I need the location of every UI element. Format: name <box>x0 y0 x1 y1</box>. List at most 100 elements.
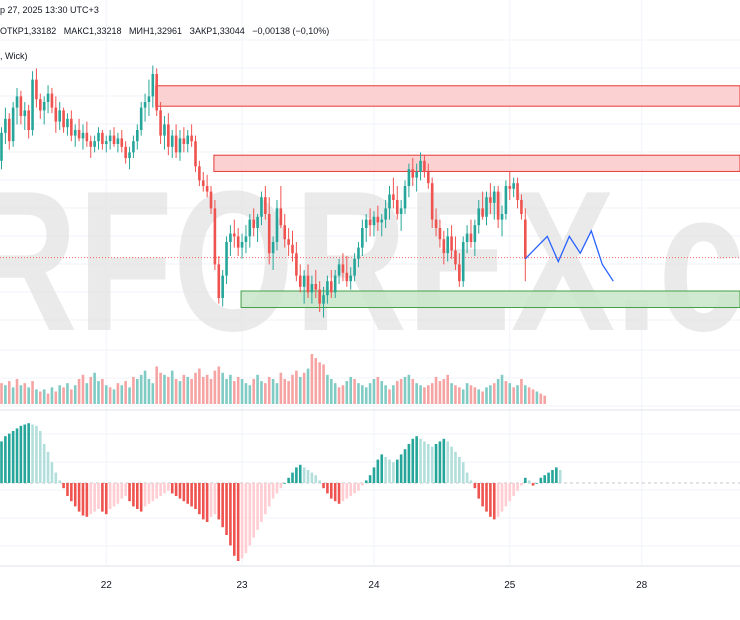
candle-body-48 <box>186 135 190 144</box>
oscillator-bar-115 <box>446 441 449 483</box>
candle-body-112 <box>434 219 438 228</box>
support-zone-2 <box>240 290 740 309</box>
candle-body-46 <box>178 138 182 153</box>
oscillator-bar-140 <box>543 475 546 483</box>
candle-body-58 <box>225 242 228 276</box>
candle-body-53 <box>205 186 209 192</box>
oscillator-bar-4 <box>15 428 19 483</box>
oscillator-bar-8 <box>31 424 34 483</box>
candle-body-45 <box>174 135 178 153</box>
candle-body-21 <box>81 132 85 139</box>
candle-body-24 <box>93 141 96 147</box>
candle-body-105 <box>407 169 411 186</box>
candle-body-81 <box>314 284 318 290</box>
oscillator-bar-30 <box>116 483 120 504</box>
oscillator-bar-66 <box>256 483 259 530</box>
candle-body-135 <box>524 219 527 259</box>
candle-body-13 <box>50 93 54 108</box>
candle-body-87 <box>337 264 341 276</box>
candle-body-55 <box>213 208 217 265</box>
volume-bar-23 <box>89 376 93 404</box>
candle-body-78 <box>302 275 306 287</box>
oscillator-bar-18 <box>70 483 73 502</box>
volume-bar-34 <box>132 376 135 404</box>
volume-bar-70 <box>271 379 275 404</box>
oscillator-bar-138 <box>535 483 539 484</box>
candle-body-3 <box>11 107 15 142</box>
candle-body-124 <box>481 208 484 217</box>
volume-bar-74 <box>287 381 290 404</box>
volume-bar-86 <box>333 383 337 404</box>
volume-bar-61 <box>236 376 240 404</box>
candle-body-133 <box>516 183 519 200</box>
oscillator-bar-41 <box>159 483 162 496</box>
oscillator-bar-5 <box>19 425 23 483</box>
candle-body-77 <box>298 275 302 287</box>
volume-bar-106 <box>411 379 415 404</box>
oscillator-bar-62 <box>240 483 244 559</box>
volume-bar-72 <box>279 372 283 404</box>
volume-bar-91 <box>353 379 356 404</box>
oscillator-bar-12 <box>46 451 50 483</box>
oscillator-bar-2 <box>7 433 11 483</box>
volume-bar-26 <box>101 379 104 404</box>
candle-body-69 <box>267 214 271 254</box>
oscillator-bar-21 <box>81 483 85 516</box>
volume-bar-100 <box>388 389 391 404</box>
oscillator-bar-127 <box>492 483 496 520</box>
candle-body-33 <box>128 152 131 158</box>
candle-body-100 <box>388 194 391 209</box>
candle-body-86 <box>333 275 337 293</box>
oscillator-bar-112 <box>434 444 438 483</box>
oscillator-bar-141 <box>547 472 550 483</box>
volume-bar-12 <box>46 393 50 404</box>
oscillator-bar-40 <box>155 483 158 499</box>
volume-bar-67 <box>260 381 263 404</box>
oscillator-bar-47 <box>182 483 186 502</box>
candle-body-109 <box>423 160 426 172</box>
volume-bar-137 <box>531 389 535 404</box>
volume-bar-1 <box>4 385 7 404</box>
oscillator-bar-99 <box>384 457 387 483</box>
oscillator-bar-93 <box>361 483 364 486</box>
candle-body-85 <box>330 281 333 293</box>
volume-bar-111 <box>430 383 434 404</box>
candle-body-99 <box>384 208 387 220</box>
volume-bar-56 <box>217 366 221 404</box>
volume-bar-115 <box>446 374 449 404</box>
oscillator-bar-116 <box>450 446 453 483</box>
candle-body-98 <box>380 219 384 223</box>
candle-body-15 <box>58 110 61 122</box>
volume-bar-27 <box>104 385 108 404</box>
oscillator-bar-53 <box>205 483 209 522</box>
volume-bar-116 <box>450 383 453 404</box>
volume-bar-51 <box>198 368 201 404</box>
volume-bar-87 <box>337 387 341 404</box>
oscillator-bar-10 <box>39 431 42 483</box>
volume-bar-134 <box>520 379 523 404</box>
candle-body-97 <box>376 216 380 223</box>
oscillator-bar-52 <box>201 483 205 520</box>
candle-body-118 <box>458 264 461 282</box>
candle-body-94 <box>364 219 368 228</box>
volume-bar-37 <box>143 370 147 404</box>
oscillator-bar-59 <box>229 483 232 546</box>
oscillator-bar-113 <box>438 441 442 483</box>
volume-bar-58 <box>225 379 228 404</box>
candle-body-103 <box>399 208 403 214</box>
x-tick-label-1: 23 <box>236 580 248 591</box>
candle-body-12 <box>46 93 50 102</box>
volume-bar-110 <box>427 385 430 404</box>
candle-body-27 <box>104 141 108 144</box>
volume-bar-122 <box>473 387 477 404</box>
candle-body-104 <box>403 186 407 209</box>
oscillator-bar-92 <box>357 483 360 491</box>
oscillator-bar-0 <box>0 441 3 483</box>
volume-bar-77 <box>298 376 302 404</box>
volume-bar-139 <box>539 393 543 404</box>
volume-bar-2 <box>7 381 11 404</box>
volume-bar-36 <box>139 374 143 404</box>
volume-bar-24 <box>93 372 96 404</box>
watermark-text: RFOREX.c <box>0 150 740 373</box>
